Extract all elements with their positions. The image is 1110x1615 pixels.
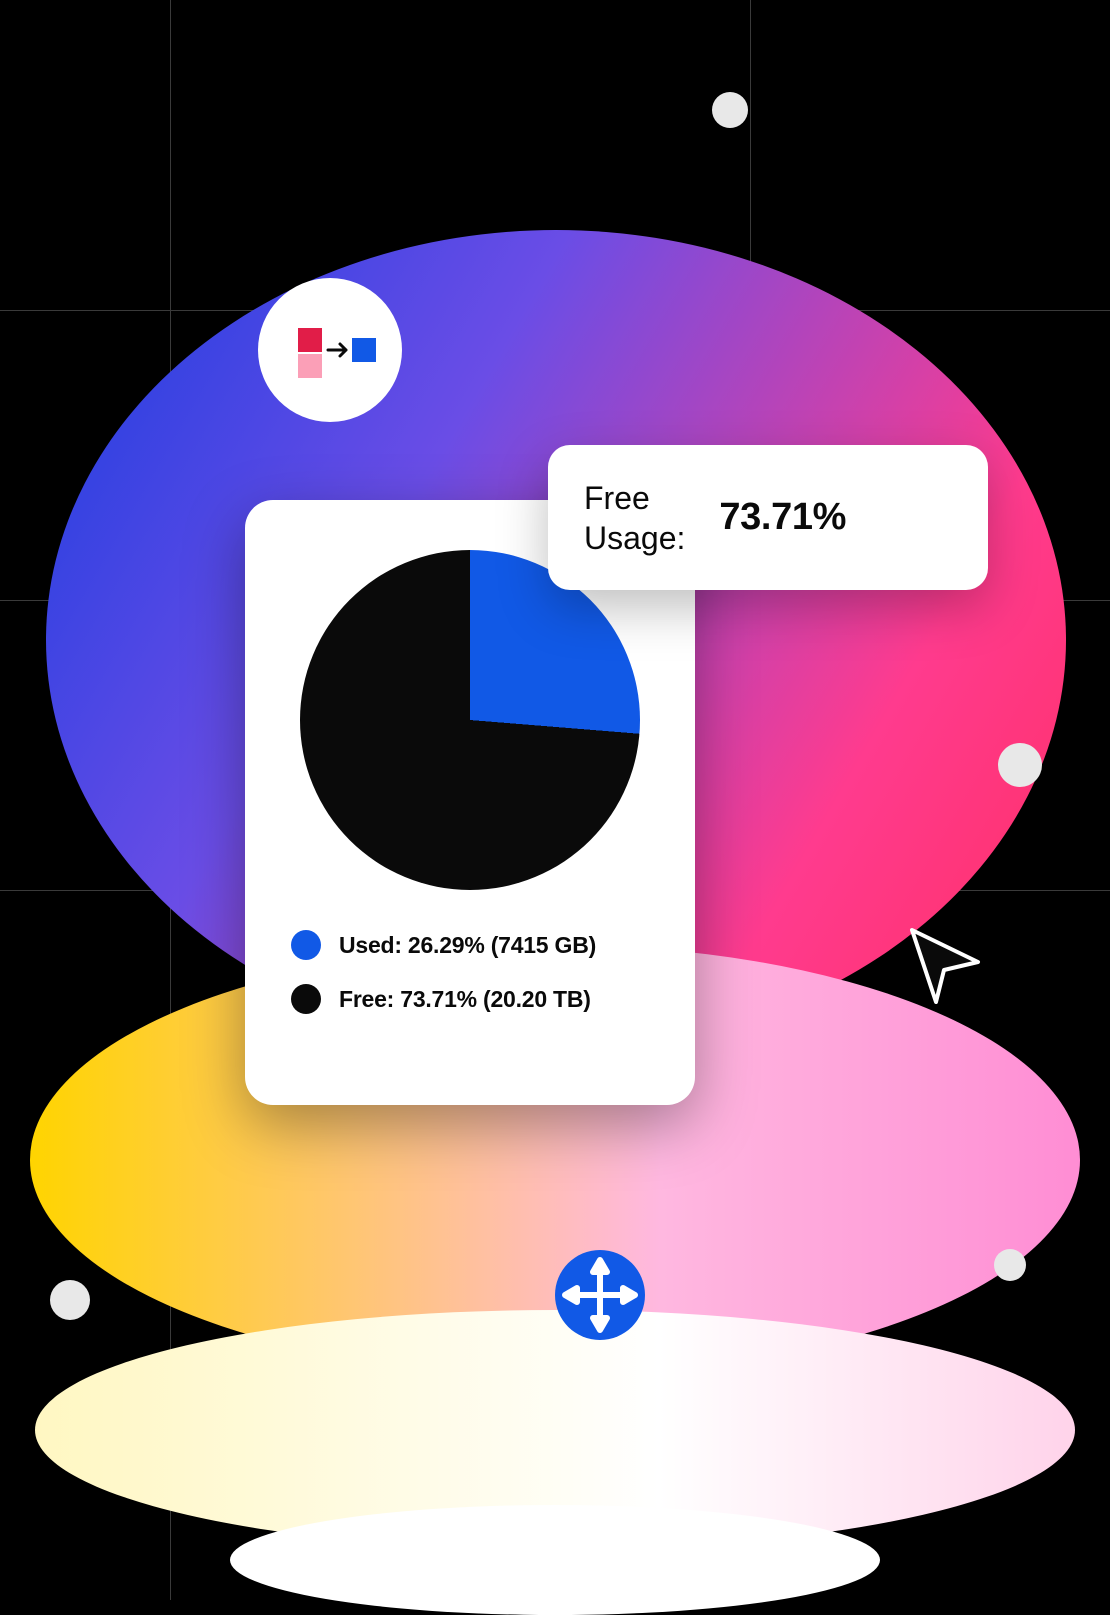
color-swap-badge bbox=[258, 278, 402, 422]
decor-dot bbox=[50, 1280, 90, 1320]
storage-card: Used: 26.29% (7415 GB) Free: 73.71% (20.… bbox=[245, 500, 695, 1105]
legend-label-used: Used: 26.29% (7415 GB) bbox=[339, 932, 596, 959]
color-swap-icon bbox=[258, 278, 402, 422]
tooltip-label: Free Usage: bbox=[584, 478, 685, 558]
usage-tooltip: Free Usage: 73.71% bbox=[548, 445, 988, 590]
tooltip-value: 73.71% bbox=[719, 496, 846, 539]
legend-row-free: Free: 73.71% (20.20 TB) bbox=[291, 984, 655, 1014]
storage-pie-chart bbox=[300, 550, 640, 890]
storage-legend: Used: 26.29% (7415 GB) Free: 73.71% (20.… bbox=[285, 930, 655, 1014]
move-tool-badge[interactable] bbox=[555, 1250, 645, 1340]
decor-dot bbox=[998, 743, 1042, 787]
legend-row-used: Used: 26.29% (7415 GB) bbox=[291, 930, 655, 960]
decor-dot bbox=[994, 1249, 1026, 1281]
move-arrows-icon bbox=[555, 1250, 645, 1340]
design-canvas: Used: 26.29% (7415 GB) Free: 73.71% (20.… bbox=[0, 0, 1110, 1600]
decor-dot bbox=[712, 92, 748, 128]
cursor-icon bbox=[900, 920, 990, 1010]
legend-label-free: Free: 73.71% (20.20 TB) bbox=[339, 986, 591, 1013]
decor-ellipse bbox=[230, 1505, 880, 1615]
legend-swatch-used bbox=[291, 930, 321, 960]
legend-swatch-free bbox=[291, 984, 321, 1014]
